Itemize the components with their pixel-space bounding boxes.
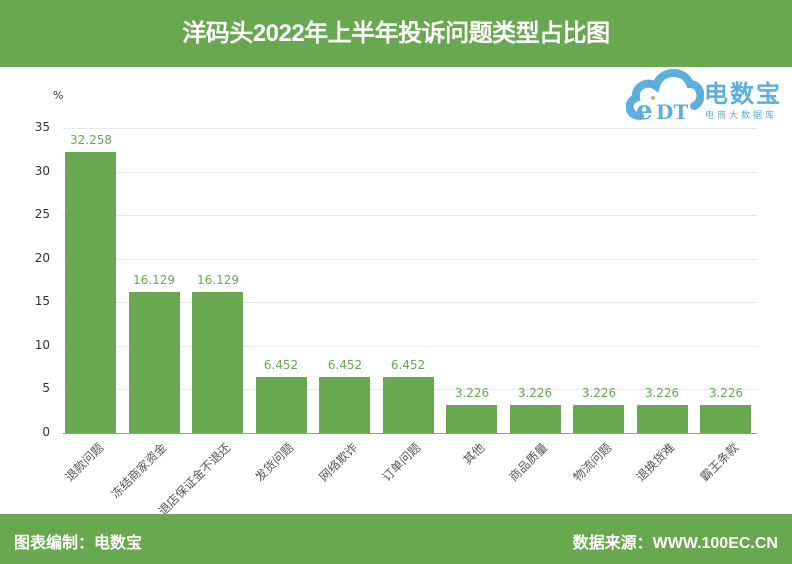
x-category-label: 发货问题: [252, 440, 297, 485]
bar-value-label: 3.226: [708, 386, 744, 400]
gridline: [63, 172, 757, 173]
bar[interactable]: [65, 152, 116, 433]
gridline: [63, 302, 757, 303]
gridline: [63, 346, 757, 347]
y-axis-unit: %: [53, 89, 64, 102]
x-category-label: 退换货难: [633, 440, 678, 485]
bar[interactable]: [446, 405, 497, 433]
x-category-label: 物流问题: [570, 440, 615, 485]
bar-value-label: 32.258: [70, 133, 112, 147]
y-tick-label: 5: [42, 381, 50, 395]
cloud-logo-icon: e DT: [626, 69, 704, 124]
y-tick-label: 10: [34, 338, 50, 352]
x-category-label: 霸王条款: [697, 440, 742, 485]
bar-value-label: 3.226: [581, 386, 617, 400]
chart-title: 洋码头2022年上半年投诉问题类型占比图: [182, 20, 610, 47]
chart-title-bar: 洋码头2022年上半年投诉问题类型占比图: [0, 0, 792, 67]
y-tick-label: 20: [34, 251, 50, 265]
x-category-label: 冻结商家资金: [108, 440, 170, 502]
bar[interactable]: [637, 405, 688, 433]
svg-text:DT: DT: [656, 100, 688, 124]
gridline: [63, 128, 757, 129]
y-tick-label: 15: [34, 294, 50, 308]
bar-value-label: 6.452: [390, 358, 426, 372]
gridline: [63, 259, 757, 260]
footer-credit: 图表编制：电数宝: [14, 535, 143, 552]
y-tick-label: 25: [34, 207, 50, 221]
bar[interactable]: [700, 405, 751, 433]
bar-value-label: 3.226: [517, 386, 553, 400]
bar[interactable]: [192, 292, 243, 433]
bar[interactable]: [383, 377, 434, 433]
x-category-label: 商品质量: [506, 440, 551, 485]
svg-text:e: e: [636, 96, 653, 124]
logo-name: 电数宝: [704, 80, 782, 108]
gridline: [63, 215, 757, 216]
bar[interactable]: [256, 377, 307, 433]
y-tick-label: 0: [42, 425, 50, 439]
x-category-label: 订单问题: [379, 440, 424, 485]
bar-value-label: 16.129: [197, 273, 239, 287]
bar[interactable]: [129, 292, 180, 433]
bar[interactable]: [510, 405, 561, 433]
footer-source: 数据来源：WWW.100EC.CN: [572, 535, 778, 552]
bar-value-label: 16.129: [133, 273, 175, 287]
bar[interactable]: [319, 377, 370, 433]
y-tick-label: 35: [34, 120, 50, 134]
y-tick-label: 30: [34, 164, 50, 178]
footer-bar: 图表编制：电数宝 数据来源：WWW.100EC.CN: [0, 514, 792, 564]
edt-logo: e DT 电数宝 电商大数据库: [626, 64, 792, 124]
x-category-label: 其他: [460, 440, 488, 468]
x-axis-line: [63, 433, 757, 434]
bar-value-label: 6.452: [263, 358, 299, 372]
bar-value-label: 3.226: [454, 386, 490, 400]
bar-value-label: 6.452: [327, 358, 363, 372]
logo-subtitle: 电商大数据库: [705, 111, 778, 121]
bar-value-label: 3.226: [644, 386, 680, 400]
x-category-label: 网络欺诈: [316, 440, 361, 485]
x-category-label: 退款问题: [62, 440, 107, 485]
bar[interactable]: [573, 405, 624, 433]
